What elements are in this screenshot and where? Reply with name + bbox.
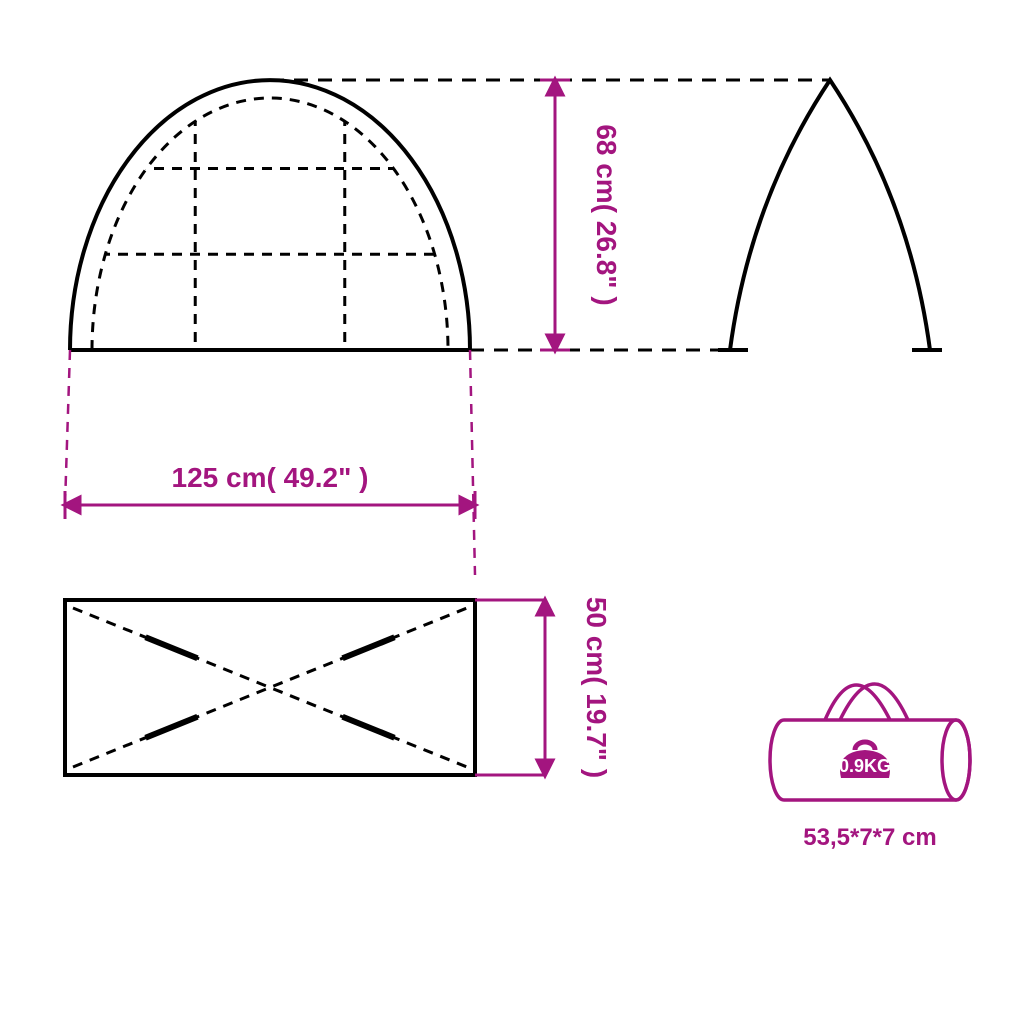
bag-endcap (942, 720, 970, 800)
depth-label: 50 cm( 19.7" ) (581, 597, 612, 778)
footprint-rect (65, 600, 475, 775)
width-label: 125 cm( 49.2" ) (172, 462, 369, 493)
guide-left (65, 350, 70, 505)
footprint-pole-seg (146, 717, 198, 738)
bag-label: 53,5*7*7 cm (803, 824, 936, 851)
bag-handle-1 (825, 685, 890, 720)
bag-handle-2 (840, 684, 908, 720)
dome-inner-arch (92, 98, 448, 350)
footprint-pole-seg (146, 637, 198, 658)
height-label: 68 cm( 26.8" ) (591, 124, 622, 305)
side-arch (730, 80, 930, 350)
dome-grid (82, 80, 458, 350)
footprint-pole-seg (343, 637, 395, 658)
guide-right (470, 350, 475, 575)
weight-icon-handle (855, 742, 875, 750)
dome-outer-arch (70, 80, 470, 350)
weight-label: 0.9KG (839, 756, 891, 776)
footprint-pole-seg (343, 717, 395, 738)
